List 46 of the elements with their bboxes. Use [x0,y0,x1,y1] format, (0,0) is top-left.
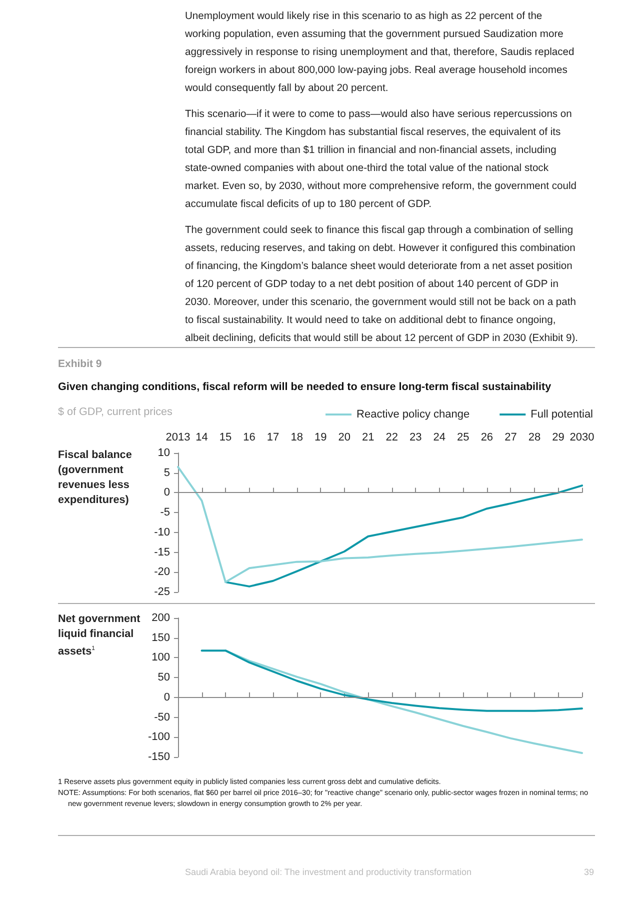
x-tick-label: 19 [314,432,327,444]
text: The government could seek to finance this fiscal gap through a combination of selling assets, reducing reserves, and taking on debt. However it configured this combination of financing, the Kingdom’s balance sheet would deteriorate from a net asset position of 120 percent of GDP today to a net debt position of about 140 percent of GDP in 2030. Moreover, under this scenario, the government would still not be back on a path to fiscal sustainability. It would need to take on additional debt to finance ongoing, albeit declining, deficits that would still be about 12 percent of GDP in 2030 (Exhibit 9). [185,224,580,346]
x-tick-label: 14 [196,432,208,444]
y-axis-title: Fiscal balance (government revenues less expenditures) [58,448,133,508]
y-tick-label: 0 [164,486,170,499]
y-tick-label: -20 [154,566,170,578]
chart-subtitle: $ of GDP, current prices [58,406,172,418]
x-tick-label: 27 [504,432,517,444]
x-tick-label: 2030 [570,432,594,444]
y-tick-label: -50 [154,711,170,724]
x-tick-label: 26 [480,432,494,444]
text: 39 [582,867,594,877]
x-tick-label: 22 [386,432,398,444]
x-tick-label: 18 [290,432,303,444]
x-tick-label: 20 [338,432,350,444]
x-tick-label: 24 [433,432,446,444]
x-tick-label: 15 [219,432,232,444]
x-tick-label: 2013 [166,432,190,444]
y-tick-label: 50 [158,672,170,684]
y-tick-label: -15 [154,546,170,558]
text: Exhibit 9 [58,358,102,370]
x-tick-label: 21 [362,432,374,444]
y-tick-label: 100 [152,652,170,664]
y-tick-label: -150 [148,751,170,763]
y-tick-label: -10 [154,526,170,538]
x-tick-label: 16 [243,432,256,444]
text: Unemployment would likely rise in this scenario to as high as 22 percent of the working population, even assuming that the government pursued Saudization more aggressively in response to rising unemployment and that, therefore, Saudis replaced foreign workers in about 800,000 low-paying jobs. Real average household incomes would consequently fall by about 20 percent. [185,10,576,96]
x-tick-label: 28 [528,432,541,444]
legend-label: Reactive policy change [356,408,470,420]
y-tick-label: -25 [154,586,170,598]
x-tick-label: 17 [266,432,280,444]
y-tick-label: 5 [164,466,170,479]
y-tick-label: -100 [148,731,170,744]
text: Saudi Arabia beyond oil: The investment and productivity transformation [185,867,472,877]
x-tick-label: 23 [410,432,422,444]
y-tick-label: 10 [158,447,170,459]
x-tick-label: 25 [457,432,470,444]
x-tick-label: 29 [552,432,564,444]
y-tick-label: 150 [152,632,170,644]
chart-title: Given changing conditions, fiscal reform will be needed to ensure long-term fiscal sustainability [58,381,552,393]
legend-label: Full potential [530,408,594,420]
y-axis-title: Net government liquid financial assets$^{1}$ [58,613,140,658]
y-tick-label: -5 [160,506,170,519]
y-tick-label: 200 [152,612,170,624]
y-tick-label: 0 [164,691,170,704]
text: This scenario—if it were to come to pass—would also have serious repercussions on financial stability. The Kingdom has substantial fiscal reserves, the equivalent of its total GDP, and more than $1 trillion in financial and non-financial assets, including state-owned companies with about one-third the total value of the national stock market. Even so, by 2030, without more comprehensive reform, the government could accumulate fiscal deficits of up to 180 percent of GDP. [185,108,578,212]
